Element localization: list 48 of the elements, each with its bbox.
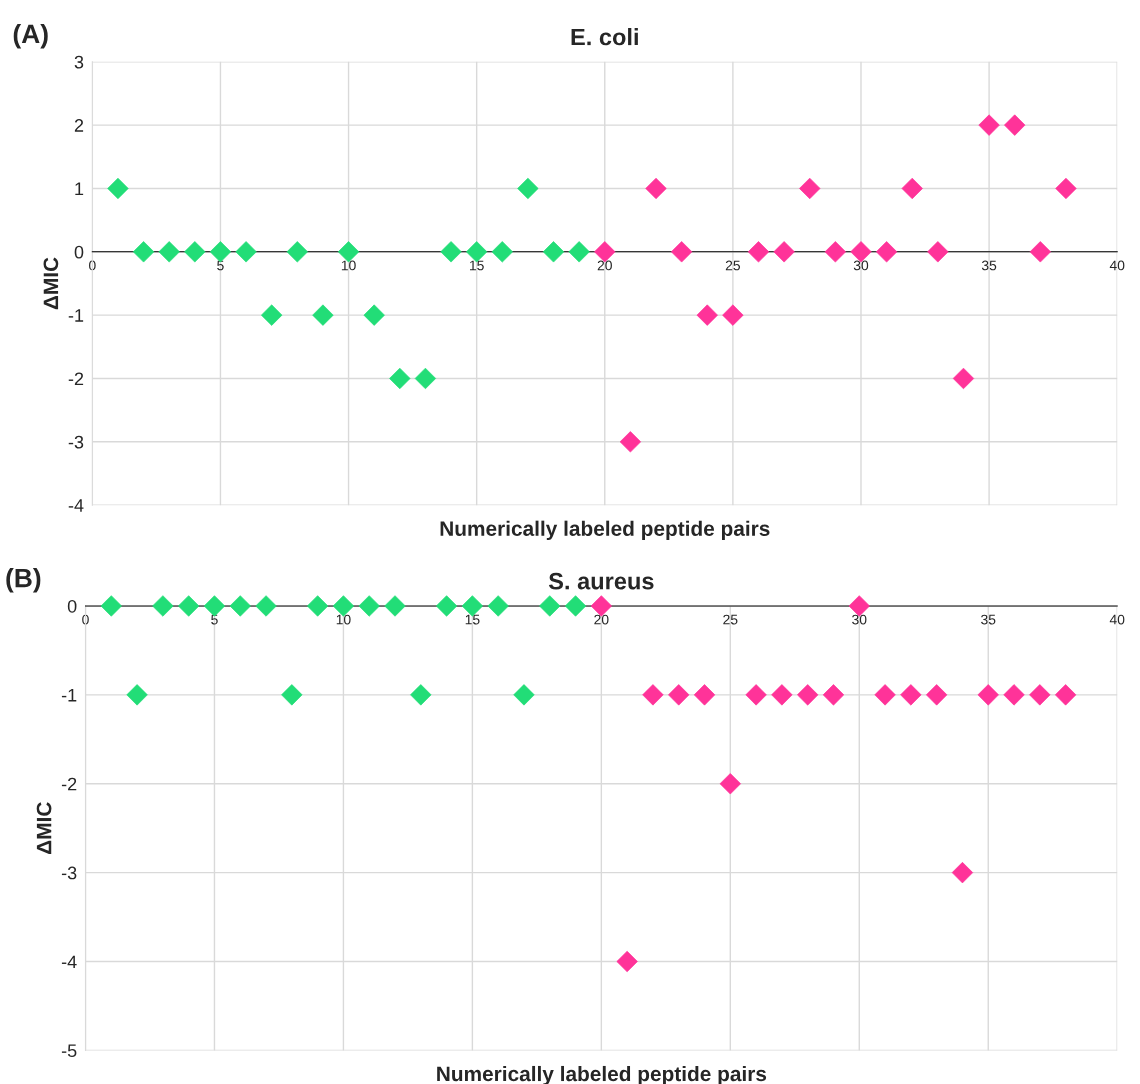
x-tick-label: 40 [1109,614,1125,625]
y-tick-label: 1 [75,182,84,195]
x-tick-label: 35 [981,614,996,625]
x-axis-title: Numerically labeled peptide pairs [440,520,770,541]
x-tick-label: 35 [981,260,997,271]
text: (A) [13,23,48,49]
point [513,684,535,706]
x-tick-label: 5 [211,614,218,625]
x-tick-label: 40 [1109,260,1125,271]
x-tick-label: 15 [465,614,480,625]
point [440,241,462,263]
point [901,177,923,200]
y-tick-label: -2 [68,372,84,386]
point [952,367,975,390]
y-tick-label: 0 [67,599,77,613]
x-tick-label: 30 [853,260,869,271]
x-tick-label: 30 [852,614,867,625]
y-tick-label: -3 [68,435,84,449]
y-tick-label: -1 [61,688,77,702]
y-axis-title: ΔMIC [43,257,59,310]
x-tick-label: 0 [89,260,96,271]
point [100,595,122,617]
point [152,595,174,617]
y-tick-label: -4 [61,955,77,969]
y-tick-label: 2 [74,119,84,132]
x-tick-label: 10 [336,614,351,625]
x-tick-label: 15 [470,260,484,271]
x-tick-label: 10 [341,260,356,271]
y-axis-title: ΔMIC [36,802,52,854]
y-tick-label: 0 [74,245,84,259]
point [951,861,974,884]
x-tick-label: 20 [594,614,609,625]
y-tick-label: 3 [74,55,84,69]
point [696,304,718,326]
y-tick-label: -3 [61,866,77,880]
point [229,595,251,617]
x-tick-label: 5 [217,260,224,271]
chart-title: S. aureus [548,572,654,590]
y-tick-label: -5 [61,1044,77,1058]
chart-title: E. coli [571,28,638,46]
point [900,684,922,706]
x-tick-label: 25 [723,614,738,625]
y-tick-label: -2 [61,777,77,791]
y-tick-label: -1 [68,309,84,322]
y-tick-label: -4 [68,499,84,512]
x-tick-label: 25 [725,260,741,271]
x-tick-label: 20 [597,260,612,271]
text: (B) [6,568,41,593]
